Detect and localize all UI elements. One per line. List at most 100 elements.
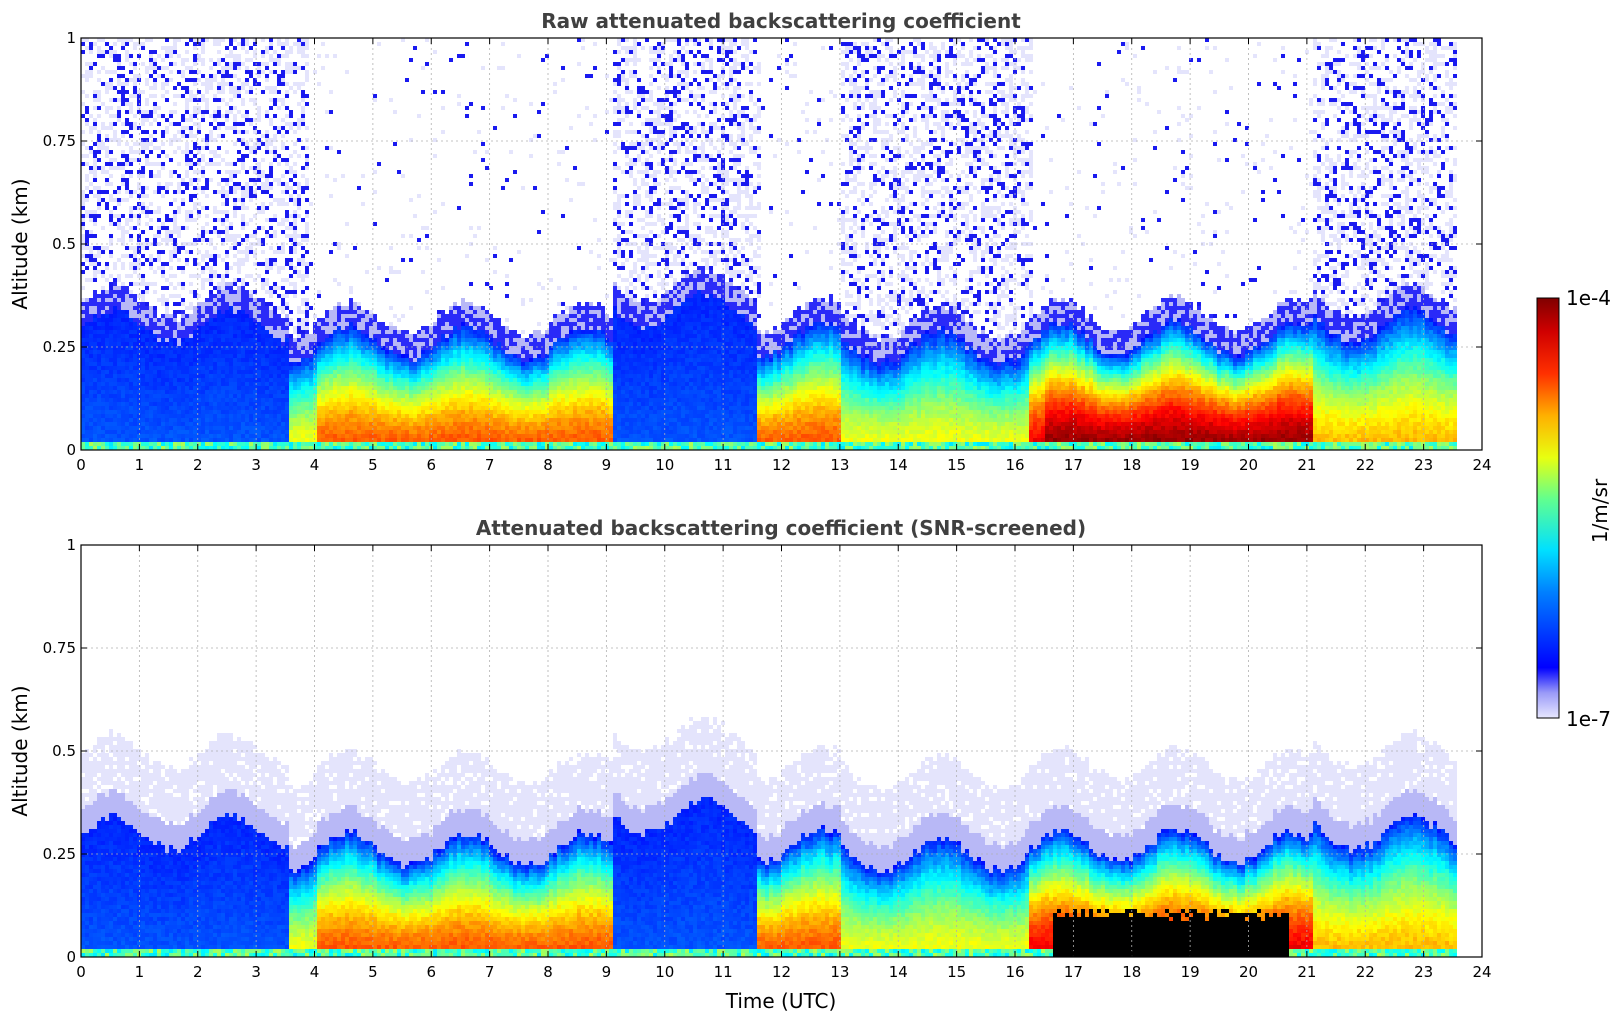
heatmap-cell bbox=[269, 430, 273, 434]
heatmap-cell bbox=[293, 174, 297, 178]
heatmap-cell bbox=[297, 202, 301, 206]
heatmap-cell bbox=[113, 390, 117, 394]
heatmap-cell bbox=[181, 358, 185, 362]
heatmap-cell bbox=[173, 42, 177, 46]
heatmap-cell bbox=[241, 334, 245, 338]
heatmap-cell bbox=[389, 422, 393, 426]
heatmap-cell bbox=[309, 442, 313, 446]
heatmap-cell bbox=[93, 214, 97, 218]
heatmap-cell bbox=[329, 442, 333, 446]
heatmap-cell bbox=[153, 430, 157, 434]
heatmap-cell bbox=[293, 130, 297, 134]
heatmap-cell bbox=[293, 190, 297, 194]
heatmap-cell bbox=[161, 410, 165, 414]
heatmap-cell bbox=[249, 218, 253, 222]
heatmap-cell bbox=[205, 182, 209, 186]
heatmap-cell bbox=[129, 238, 133, 242]
heatmap-cell bbox=[237, 386, 241, 390]
heatmap-cell bbox=[293, 66, 297, 70]
heatmap-cell bbox=[241, 382, 245, 386]
heatmap-cell bbox=[193, 98, 197, 102]
heatmap-cell bbox=[301, 66, 305, 70]
heatmap-cell bbox=[173, 222, 177, 226]
heatmap-cell bbox=[401, 402, 405, 406]
heatmap-cell bbox=[117, 54, 121, 58]
heatmap-cell bbox=[133, 378, 137, 382]
heatmap-cell bbox=[317, 386, 321, 390]
heatmap-cell bbox=[173, 102, 177, 106]
heatmap-cell bbox=[113, 354, 117, 358]
heatmap-cell bbox=[201, 158, 205, 162]
heatmap-cell bbox=[313, 410, 317, 414]
heatmap-cell bbox=[345, 394, 349, 398]
heatmap-cell bbox=[177, 438, 181, 442]
heatmap-cell bbox=[285, 354, 289, 358]
heatmap-cell bbox=[117, 302, 121, 306]
heatmap-cell bbox=[117, 426, 121, 430]
heatmap-cell bbox=[361, 402, 365, 406]
heatmap-cell bbox=[149, 394, 153, 398]
heatmap-cell bbox=[321, 330, 325, 334]
heatmap-cell bbox=[341, 434, 345, 438]
heatmap-cell bbox=[177, 354, 181, 358]
heatmap-cell bbox=[225, 414, 229, 418]
heatmap-cell bbox=[257, 366, 261, 370]
heatmap-cell bbox=[161, 426, 165, 430]
heatmap-cell bbox=[233, 358, 237, 362]
heatmap-cell bbox=[293, 266, 297, 270]
heatmap-cell bbox=[333, 350, 337, 354]
heatmap-cell bbox=[173, 134, 177, 138]
heatmap-cell bbox=[145, 98, 149, 102]
heatmap-cell bbox=[165, 390, 169, 394]
heatmap-cell bbox=[357, 310, 361, 314]
heatmap-cell bbox=[161, 270, 165, 274]
heatmap-cell bbox=[293, 422, 297, 426]
heatmap-cell bbox=[337, 398, 341, 402]
heatmap-cell bbox=[433, 422, 437, 426]
heatmap-cell bbox=[225, 66, 229, 70]
heatmap-cell bbox=[225, 374, 229, 378]
heatmap-cell bbox=[201, 342, 205, 346]
heatmap-cell bbox=[233, 142, 237, 146]
heatmap-cell bbox=[273, 386, 277, 390]
heatmap-cell bbox=[293, 202, 297, 206]
heatmap-cell bbox=[129, 438, 133, 442]
heatmap-cell bbox=[153, 358, 157, 362]
heatmap-cell bbox=[153, 342, 157, 346]
heatmap-cell bbox=[149, 254, 153, 258]
heatmap-cell bbox=[289, 378, 293, 382]
heatmap-cell bbox=[109, 358, 113, 362]
heatmap-cell bbox=[133, 62, 137, 66]
heatmap-cell bbox=[273, 218, 277, 222]
heatmap-cell bbox=[229, 378, 233, 382]
heatmap-cell bbox=[421, 370, 425, 374]
heatmap-cell bbox=[393, 386, 397, 390]
heatmap-cell bbox=[369, 366, 373, 370]
heatmap-cell bbox=[417, 390, 421, 394]
heatmap-cell bbox=[113, 290, 117, 294]
heatmap-cell bbox=[161, 390, 165, 394]
heatmap-cell bbox=[97, 54, 101, 58]
heatmap-cell bbox=[105, 290, 109, 294]
heatmap-cell bbox=[153, 442, 157, 446]
heatmap-cell bbox=[157, 322, 161, 326]
heatmap-cell bbox=[357, 186, 361, 190]
heatmap-cell bbox=[265, 186, 269, 190]
heatmap-cell bbox=[349, 338, 353, 342]
heatmap-cell bbox=[289, 362, 293, 366]
heatmap-cell bbox=[101, 334, 105, 338]
heatmap-cell bbox=[189, 442, 193, 446]
heatmap-cell bbox=[365, 330, 369, 334]
heatmap-cell bbox=[249, 354, 253, 358]
heatmap-cell bbox=[213, 118, 217, 122]
heatmap-cell bbox=[133, 370, 137, 374]
heatmap-cell bbox=[161, 342, 165, 346]
heatmap-cell bbox=[337, 366, 341, 370]
heatmap-cell bbox=[333, 434, 337, 438]
heatmap-cell bbox=[117, 390, 121, 394]
heatmap-cell bbox=[205, 430, 209, 434]
heatmap-cell bbox=[181, 374, 185, 378]
heatmap-cell bbox=[317, 418, 321, 422]
heatmap-cell bbox=[121, 254, 125, 258]
heatmap-cell bbox=[337, 326, 341, 330]
